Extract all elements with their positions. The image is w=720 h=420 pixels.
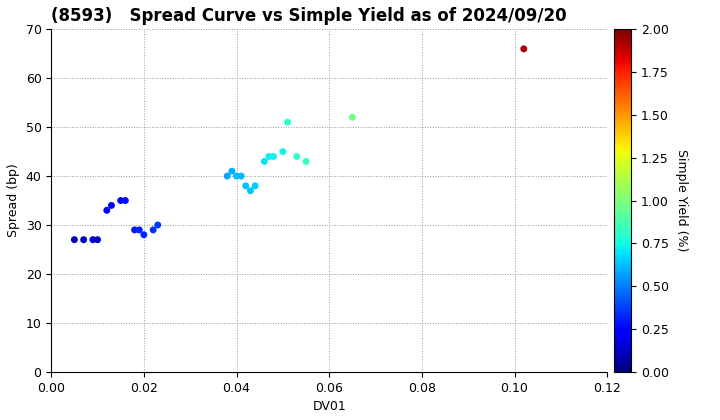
Point — [68, 236, 80, 243]
X-axis label: DV01: DV01 — [312, 400, 346, 413]
Point — [264, 153, 275, 160]
Point — [78, 236, 89, 243]
Point — [518, 45, 529, 52]
Text: (8593)   Spread Curve vs Simple Yield as of 2024/09/20: (8593) Spread Curve vs Simple Yield as o… — [51, 7, 567, 25]
Point — [258, 158, 270, 165]
Point — [291, 153, 302, 160]
Point — [120, 197, 131, 204]
Point — [249, 182, 261, 189]
Point — [133, 226, 145, 233]
Point — [106, 202, 117, 209]
Point — [346, 114, 358, 121]
Y-axis label: Simple Yield (%): Simple Yield (%) — [675, 150, 688, 252]
Point — [91, 236, 103, 243]
Point — [226, 168, 238, 175]
Point — [101, 207, 112, 214]
Point — [245, 187, 256, 194]
Point — [138, 231, 150, 238]
Point — [152, 222, 163, 228]
Point — [231, 173, 243, 179]
Point — [282, 119, 293, 126]
Point — [115, 197, 127, 204]
Point — [300, 158, 312, 165]
Point — [240, 182, 251, 189]
Point — [87, 236, 99, 243]
Point — [129, 226, 140, 233]
Point — [148, 226, 159, 233]
Point — [222, 173, 233, 179]
Y-axis label: Spread (bp): Spread (bp) — [7, 164, 20, 237]
Point — [268, 153, 279, 160]
Point — [235, 173, 247, 179]
Point — [277, 148, 289, 155]
